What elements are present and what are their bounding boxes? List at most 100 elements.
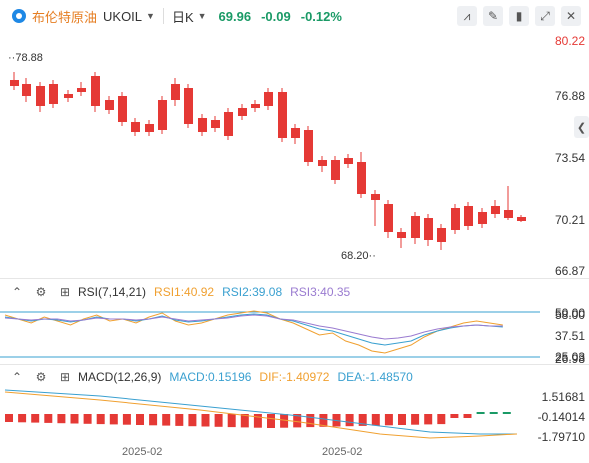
macd-bar <box>57 414 66 424</box>
add-indicator-icon[interactable]: ⊞ <box>59 285 71 299</box>
rsi-axis-label: 37.51 <box>554 329 585 343</box>
candle-body <box>517 217 526 221</box>
candle-style-icon[interactable]: ▮ <box>509 6 529 26</box>
dea-line <box>4 389 517 435</box>
candle-body <box>105 100 114 110</box>
instrument-code[interactable]: UKOIL <box>103 8 143 24</box>
macd-bar <box>384 414 393 426</box>
rsi1-line <box>4 310 503 354</box>
instrument-name[interactable]: 布伦特原油 <box>32 9 98 25</box>
period-selector[interactable]: 日K <box>171 9 194 25</box>
macd-bar <box>502 412 511 414</box>
period-dropdown-icon[interactable]: ▼ <box>197 11 207 21</box>
candle-body <box>304 130 313 162</box>
draw-icon[interactable]: ✎ <box>483 6 503 26</box>
candle-body <box>357 162 366 194</box>
macd-axis-label: -0.14014 <box>537 410 585 424</box>
candle-body <box>504 210 513 218</box>
candle-body <box>384 204 393 232</box>
chart-type-icon[interactable]: ⩘ <box>457 6 477 26</box>
fullscreen-icon[interactable]: ⤢ <box>535 6 555 26</box>
pane-divider <box>0 364 589 365</box>
instrument-dropdown-icon[interactable]: ▼ <box>146 11 155 21</box>
candle-body <box>251 104 260 108</box>
high-value: 78.88 <box>15 52 43 64</box>
candle-body <box>131 122 140 132</box>
rsi2-line <box>4 313 503 346</box>
rsi-chart[interactable] <box>0 301 540 363</box>
dif-value: DIF:-1.40972 <box>259 370 330 384</box>
price-axis-label: 73.54 <box>554 151 585 165</box>
macd-bar <box>44 414 53 423</box>
candle-body <box>278 92 287 138</box>
candle-body <box>331 160 340 180</box>
rsi3-line <box>4 314 503 340</box>
top-bar: 布伦特原油 UKOIL ▼ 日K ▼ 69.96 -0.09 -0.12% <box>0 0 589 32</box>
candle-body <box>10 80 19 86</box>
macd-bar <box>109 414 118 425</box>
macd-bar <box>424 414 433 425</box>
macd-header: ⌃ ⚙ ⊞ MACD(12,26,9) MACD:0.15196 DIF:-1.… <box>0 368 540 386</box>
macd-bar <box>162 414 171 426</box>
macd-bar <box>489 412 498 414</box>
low-annotation: 68.20·· <box>341 250 376 262</box>
pane-divider <box>0 278 589 279</box>
candle-body <box>371 194 380 200</box>
macd-bar <box>31 414 40 423</box>
candle-body <box>318 160 327 166</box>
close-icon[interactable]: ✕ <box>561 6 581 26</box>
low-marker: ·· <box>368 250 376 262</box>
collapse-icon[interactable]: ⌃ <box>11 285 23 299</box>
macd-bar <box>319 414 328 427</box>
candle-body <box>478 212 487 224</box>
candle-body <box>238 108 247 116</box>
macd-bar <box>240 414 249 428</box>
rsi-axis-label-overlap: 58.00 <box>554 308 585 322</box>
macd-axis-label: 1.51681 <box>541 390 585 404</box>
low-value: 68.20 <box>341 250 369 262</box>
rsi-axis-label: 50.00 <box>554 306 585 320</box>
candle-body <box>344 158 353 164</box>
macd-bar <box>476 412 485 414</box>
divider <box>162 8 164 24</box>
rsi1-value: RSI1:40.92 <box>154 285 215 299</box>
settings-icon[interactable]: ⚙ <box>35 370 47 384</box>
candle-body <box>291 128 300 138</box>
candle-body <box>118 96 127 122</box>
macd-bar <box>5 414 13 422</box>
macd-bar <box>280 414 289 428</box>
candle-body <box>64 94 73 98</box>
date-label: 2025-02 <box>322 446 363 458</box>
macd-bar <box>450 414 459 418</box>
macd-axis-label: -1.79710 <box>537 430 585 444</box>
macd-chart[interactable] <box>0 386 540 442</box>
settings-icon[interactable]: ⚙ <box>35 285 47 299</box>
macd-bar <box>267 414 275 428</box>
candle-body <box>264 92 273 106</box>
candle-body <box>198 118 207 132</box>
price-chart[interactable] <box>0 32 540 278</box>
expand-panel-icon[interactable]: ❮ <box>574 116 589 138</box>
rsi-axis-label-overlap: 26.98 <box>554 352 585 366</box>
candle-body <box>49 84 58 104</box>
rsi-axis-label: 25.03 <box>554 350 585 364</box>
candle-body <box>424 218 433 240</box>
candle-body <box>36 86 45 106</box>
macd-bar <box>149 414 158 426</box>
add-indicator-icon[interactable]: ⊞ <box>59 370 71 384</box>
macd-bar <box>371 414 380 426</box>
price-axis-label-top: 80.22 <box>554 34 585 48</box>
dif-line <box>4 391 518 439</box>
brand-logo-icon <box>12 9 26 23</box>
candle-body <box>145 124 154 132</box>
candle-body <box>22 84 31 96</box>
macd-name: MACD(12,26,9) <box>78 370 162 384</box>
macd-bar <box>136 414 144 425</box>
collapse-icon[interactable]: ⌃ <box>11 370 23 384</box>
macd-bar <box>306 414 315 428</box>
dea-value: DEA:-1.48570 <box>337 370 413 384</box>
price-change: -0.09 <box>261 8 291 24</box>
candle-body <box>437 228 446 242</box>
candle-body <box>491 206 500 214</box>
macd-bar <box>83 414 92 424</box>
